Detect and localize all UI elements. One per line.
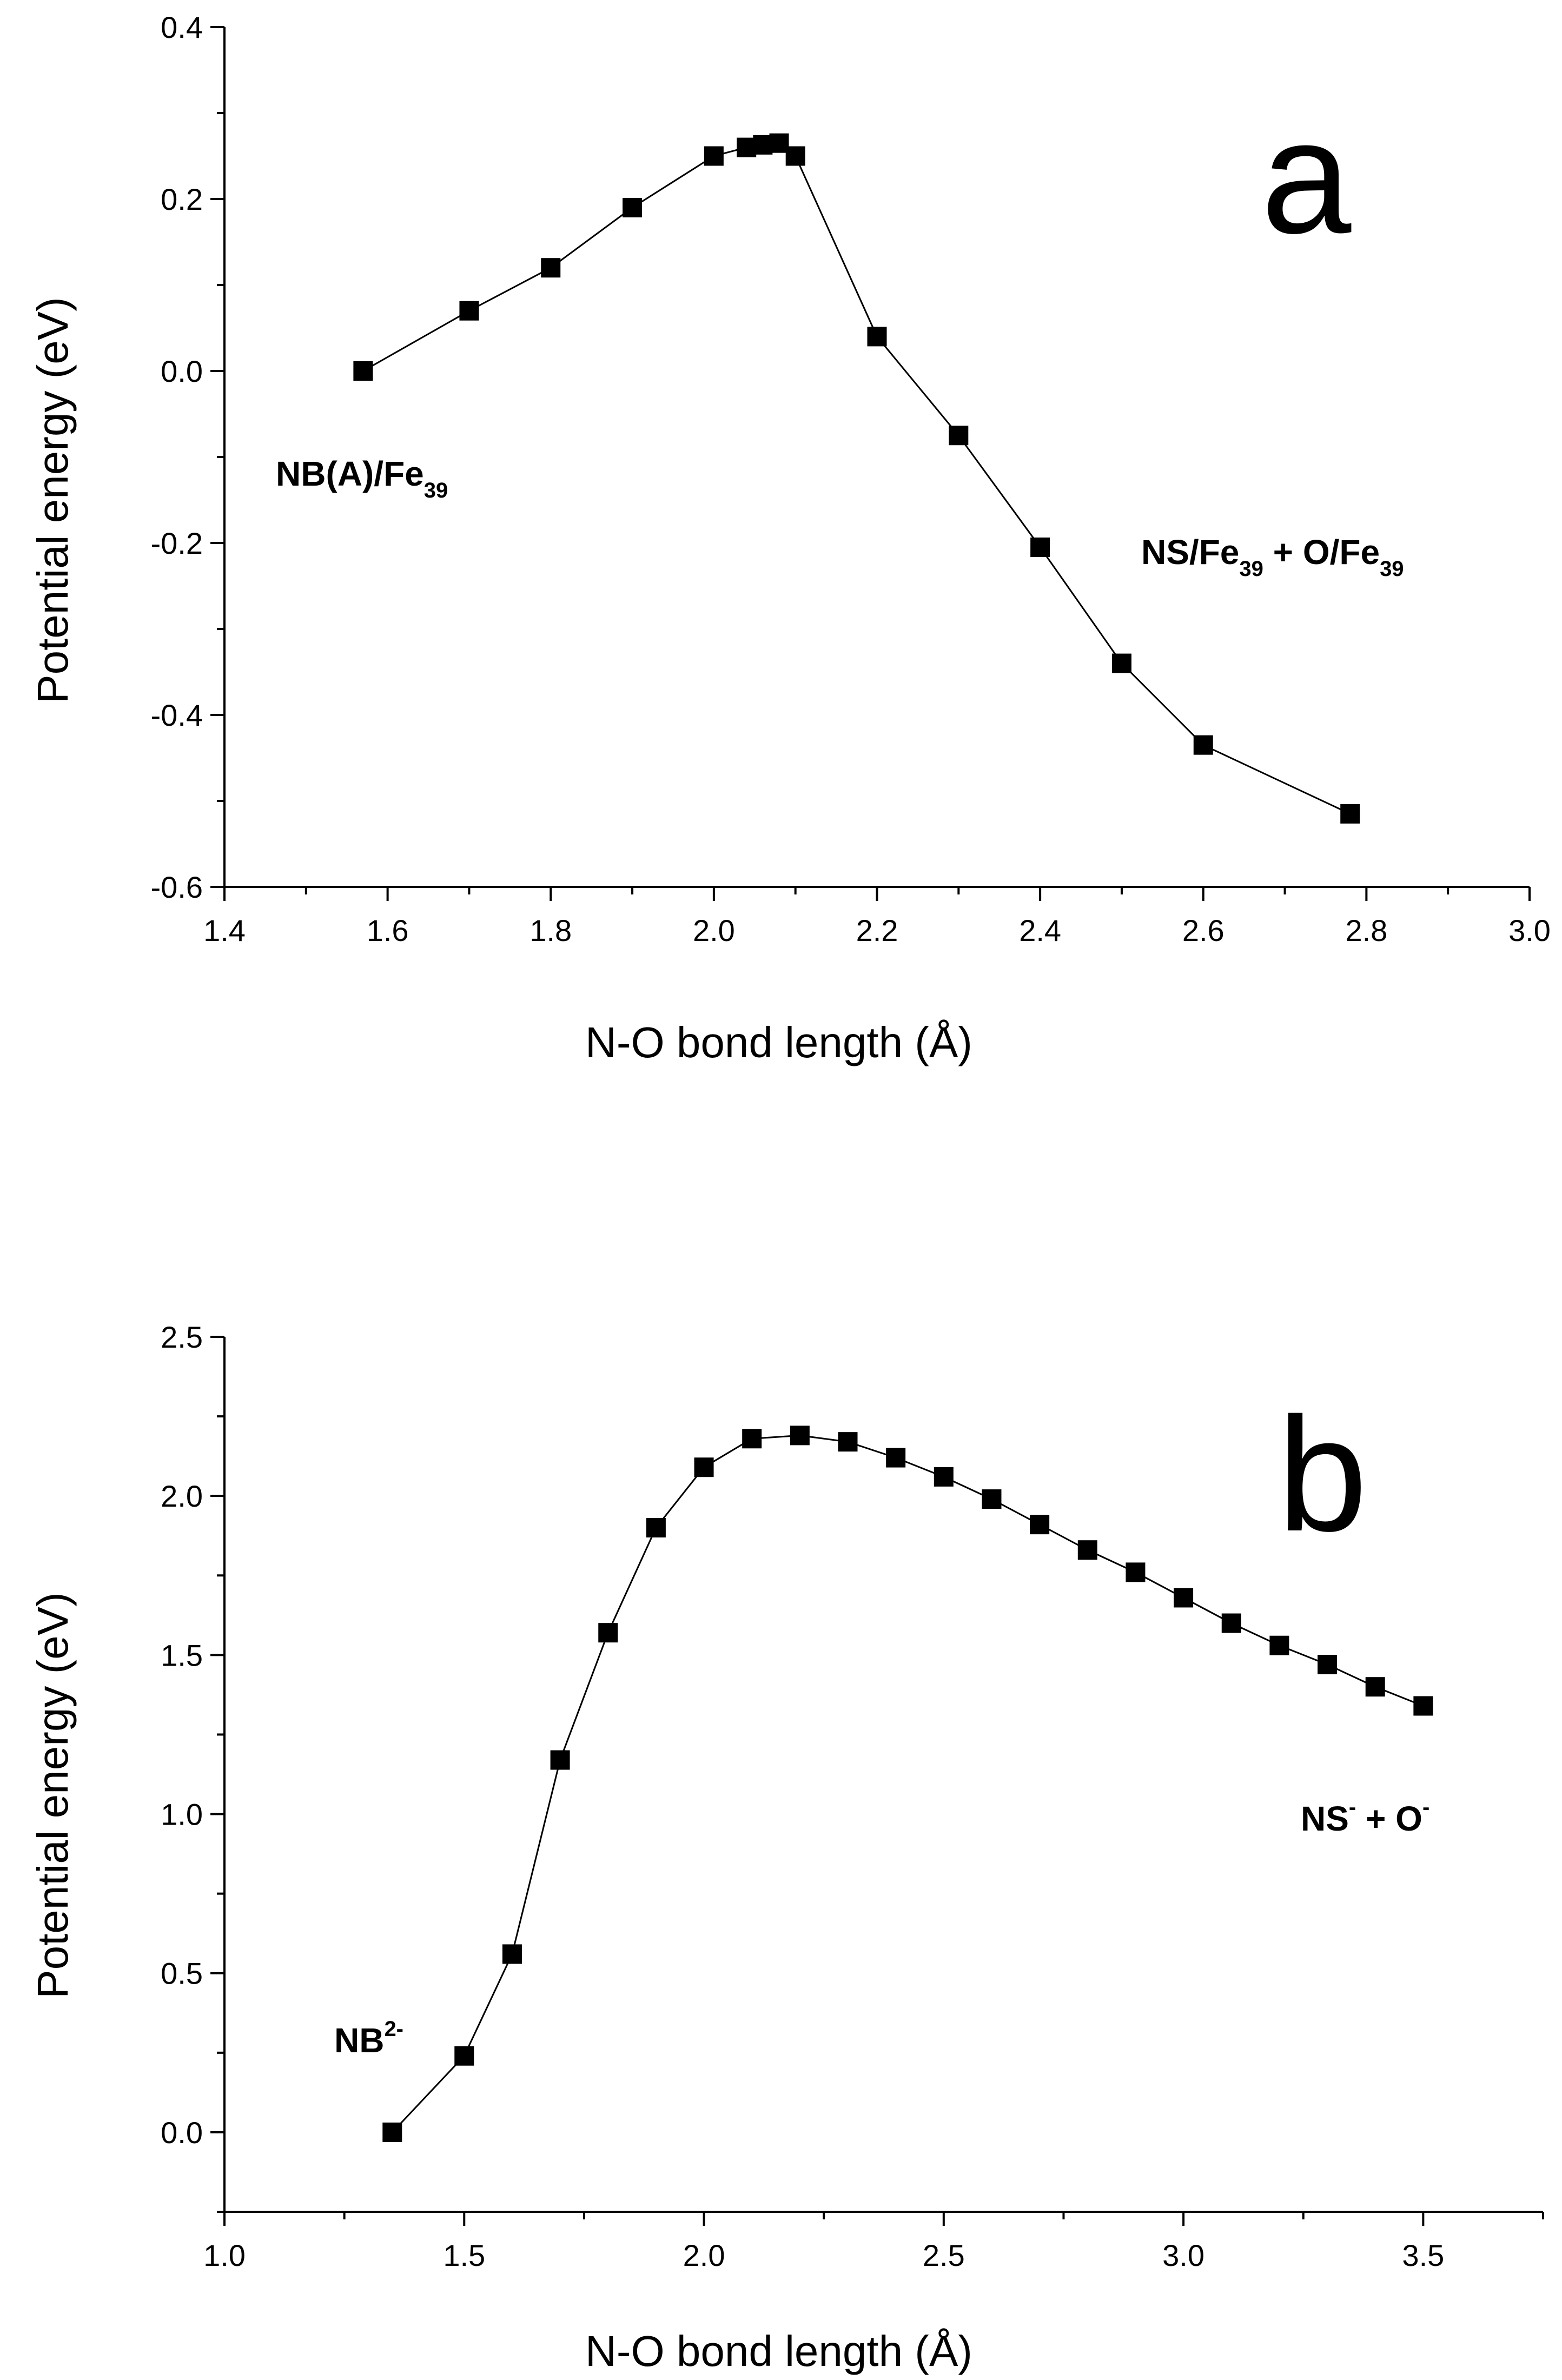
panel-a-x-tick-label: 1.6 [367, 913, 409, 947]
panel-b-data-point [598, 1623, 618, 1643]
panel-a-x-tick-label: 1.8 [530, 913, 572, 947]
panel-a-data-point [1111, 653, 1131, 673]
panel-b-data-point [742, 1429, 762, 1449]
panel-b-data-point [886, 1448, 906, 1468]
panel-b-data-point [454, 2046, 474, 2066]
panel-a-product-label: NS/Fe39 + O/Fe39 [1141, 533, 1404, 581]
panel-a-y-tick-label: 0.4 [161, 10, 203, 44]
panel-a-y-tick-label: -0.4 [151, 698, 203, 732]
panel-b-y-tick-label: 1.0 [161, 1798, 203, 1832]
panel-a-data-point [785, 146, 805, 166]
panel-b-x-tick-label: 2.0 [683, 2238, 725, 2272]
panel-a-data-point [769, 133, 789, 153]
panel-a-data-point [753, 135, 773, 155]
panel-a-y-tick-label: 0.2 [161, 182, 203, 216]
panel-b-data-point [1365, 1677, 1385, 1697]
panel-b-data-point [790, 1426, 810, 1446]
panel-a-data-point [737, 137, 757, 157]
panel-a-data-point [867, 327, 887, 347]
panel-b-data-point [1077, 1540, 1097, 1560]
panel-a-data-point [623, 197, 643, 217]
panel-b-data-point [934, 1467, 954, 1487]
panel-b-data-point [1269, 1635, 1289, 1655]
panel-b-y-tick-label: 0.0 [161, 2116, 203, 2150]
panel-a-ylabel: Potential energy (eV) [29, 297, 77, 704]
panel-b-data-point [646, 1518, 666, 1538]
panel-a-x-tick-label: 1.4 [203, 913, 246, 947]
panel-b-data-point [502, 1944, 522, 1964]
panel-b-x-tick-label: 3.0 [1162, 2238, 1204, 2272]
panel-b-data-point [1413, 1696, 1433, 1716]
panel-b-data-point [1221, 1613, 1241, 1633]
panel-a-data-point [353, 361, 373, 381]
panel-a-x-tick-label: 2.2 [856, 913, 898, 947]
panel-b-product-label: NS- + O- [1301, 1795, 1429, 1838]
panel-a-x-tick-label: 2.8 [1345, 913, 1387, 947]
panel-b-series-line [392, 1434, 1424, 2133]
panel-a-y-tick-label: 0.0 [161, 354, 203, 388]
panel-b-data-point [1030, 1515, 1050, 1535]
panel-a-letter: a [1261, 85, 1353, 267]
panel-a-data-point [1193, 735, 1213, 755]
panel-b-y-tick-label: 1.5 [161, 1638, 203, 1672]
panel-b-y-tick-label: 2.0 [161, 1479, 203, 1513]
panel-a-data-point [459, 301, 479, 321]
panel-a-data-point [949, 426, 969, 446]
panel-a-xlabel: N-O bond length (Å) [585, 1018, 972, 1066]
panel-b-letter: b [1278, 1383, 1368, 1565]
panel-b-y-tick-label: 2.5 [161, 1320, 203, 1354]
panel-a-series-line [362, 142, 1351, 815]
panel-a-data-point [541, 258, 561, 278]
panel-b-data-point [1126, 1562, 1146, 1582]
panel-b-data-point [1318, 1655, 1338, 1675]
panel-a-x-tick-label: 3.0 [1508, 913, 1551, 947]
panel-b-x-tick-label: 1.0 [203, 2238, 246, 2272]
panel-b-axes: 1.0 1.5 2.0 2.5 3.0 3.5 0.0 0.5 1.0 1.5 2.0 2.5 [161, 1320, 1544, 2272]
panel-b-data-point [838, 1432, 858, 1452]
panel-b: 1.0 1.5 2.0 2.5 3.0 3.5 0.0 0.5 1.0 1.5 2.0 2.5 b N… [29, 1320, 1544, 2375]
panel-a-series [353, 133, 1360, 824]
panel-a-axes: 1.4 1.6 1.8 2.0 2.2 2.4 2.6 2.8 3.0 -0.6 -0.4 -0.2 0… [151, 10, 1551, 947]
panel-a-x-tick-label: 2.4 [1019, 913, 1061, 947]
panel-b-data-point [694, 1457, 714, 1477]
panel-a: 1.4 1.6 1.8 2.0 2.2 2.4 2.6 2.8 3.0 -0.6 -0.4 -0.2 0… [29, 10, 1551, 1066]
panel-a-reactant-label: NB(A)/Fe39 [276, 454, 448, 502]
panel-b-xlabel: N-O bond length (Å) [585, 2327, 972, 2375]
panel-a-x-tick-label: 2.0 [693, 913, 735, 947]
panel-b-reactant-label: NB2- [334, 2017, 403, 2060]
panel-b-x-tick-label: 1.5 [443, 2238, 485, 2272]
panel-a-data-point [1030, 537, 1050, 557]
panel-a-y-tick-label: -0.2 [151, 526, 203, 560]
panel-b-x-tick-label: 3.5 [1402, 2238, 1444, 2272]
panel-a-x-tick-label: 2.6 [1182, 913, 1225, 947]
panel-b-x-tick-label: 2.5 [923, 2238, 965, 2272]
panel-b-ylabel: Potential energy (eV) [29, 1592, 77, 1999]
panel-b-y-tick-label: 0.5 [161, 1957, 203, 1991]
panel-b-series [382, 1426, 1433, 2142]
panel-b-data-point [1174, 1588, 1194, 1608]
panel-b-data-point [550, 1750, 570, 1770]
panel-b-data-point [382, 2122, 402, 2142]
panel-a-data-point [704, 146, 724, 166]
panel-b-data-point [982, 1489, 1002, 1509]
panel-a-data-point [1340, 804, 1360, 824]
panel-a-y-tick-label: -0.6 [151, 870, 203, 904]
